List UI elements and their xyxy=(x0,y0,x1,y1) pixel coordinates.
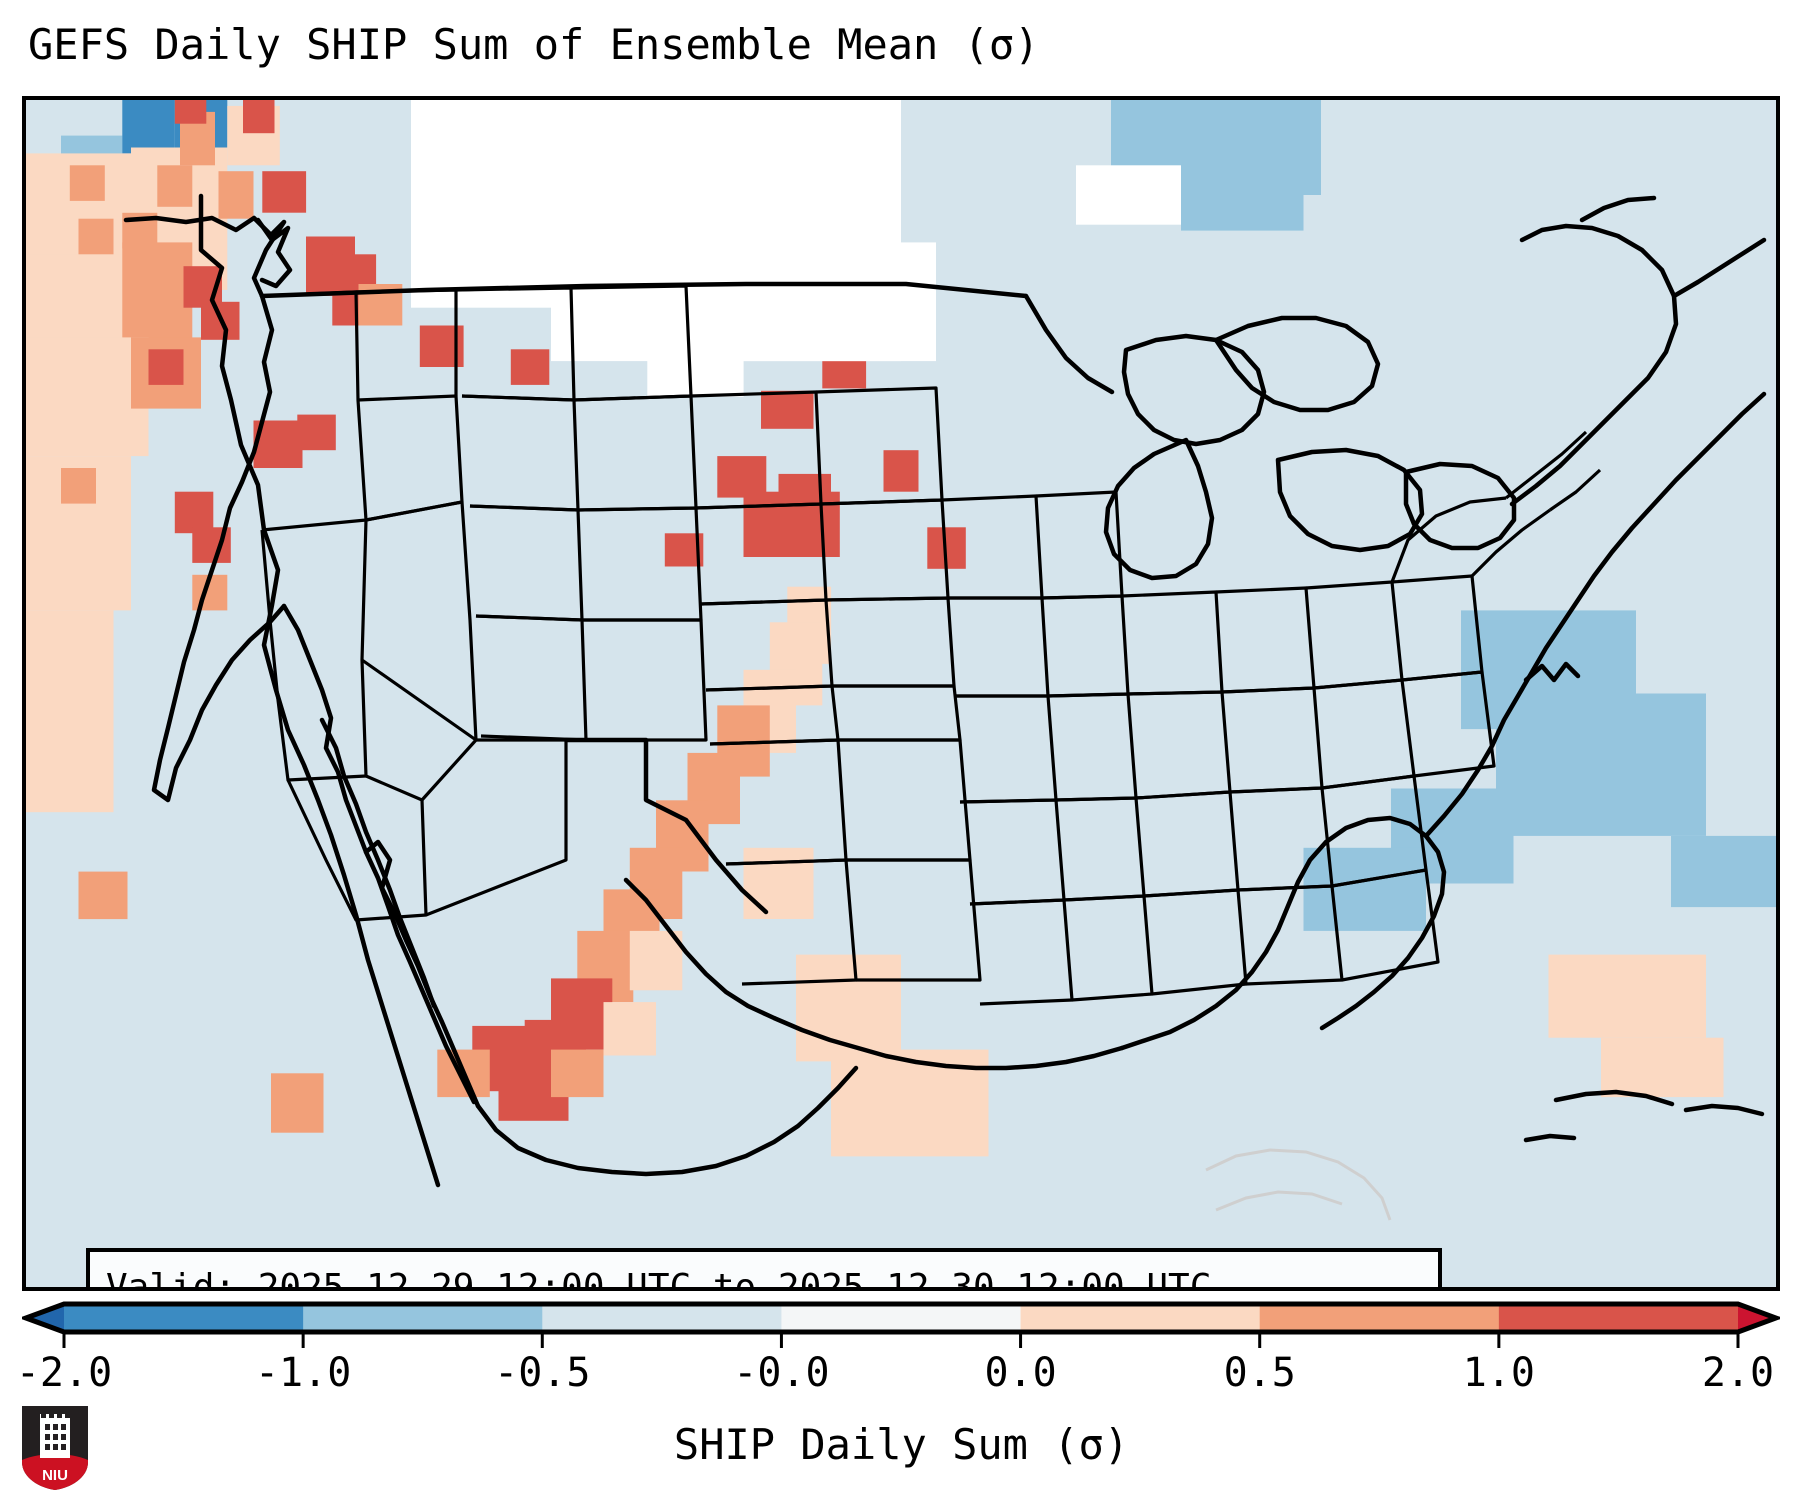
colorbar-over-arrow xyxy=(1738,1304,1776,1332)
colorbar-tick-label: -0.5 xyxy=(494,1350,591,1396)
colorbar-axis-label: SHIP Daily Sum (σ) xyxy=(673,1420,1130,1469)
masked-region xyxy=(726,242,936,362)
data-cell xyxy=(61,468,96,504)
colorbar-segment xyxy=(1259,1304,1500,1332)
logo-battlements xyxy=(41,1409,70,1418)
choropleth-map xyxy=(26,100,1776,1287)
data-cell xyxy=(243,100,275,134)
colorbar-segment xyxy=(64,1304,304,1332)
colorbar-tick-label: -0.0 xyxy=(733,1350,830,1396)
data-cell xyxy=(157,165,193,207)
colorbar-segment xyxy=(1498,1304,1739,1332)
data-cell xyxy=(1671,835,1776,908)
masked-region xyxy=(647,337,744,397)
state-boundary-layer xyxy=(260,284,1602,1006)
data-cell xyxy=(26,337,149,457)
data-cell-layer xyxy=(26,100,1776,1157)
logo-banner-text: NIU xyxy=(42,1467,68,1484)
data-cell xyxy=(1548,954,1706,1038)
data-cell xyxy=(1601,1037,1724,1098)
data-cell xyxy=(218,171,254,219)
data-cell xyxy=(271,1073,324,1133)
data-cell xyxy=(78,218,114,255)
page-title: GEFS Daily SHIP Sum of Ensemble Mean (σ) xyxy=(28,20,1040,69)
data-cell xyxy=(174,100,207,124)
colorbar-tick-label: 1.0 xyxy=(1462,1350,1535,1396)
colorbar-svg xyxy=(22,1301,1780,1348)
colorbar-segment xyxy=(1020,1304,1261,1332)
colorbar-tick-label: -2.0 xyxy=(15,1350,113,1396)
data-cell xyxy=(761,390,814,429)
niu-logo: NIU xyxy=(22,1406,88,1490)
data-cell xyxy=(262,171,307,213)
valid-run-infobox: Valid: 2025-12-29 12:00 UTC to 2025-12-3… xyxy=(86,1248,1442,1291)
data-cell xyxy=(69,165,105,201)
logo-banner xyxy=(22,1454,88,1490)
data-cell xyxy=(510,349,550,385)
lowlight-coastline xyxy=(1205,1148,1392,1221)
data-cell xyxy=(717,456,767,498)
valid-time-text: Valid: 2025-12-29 12:00 UTC to 2025-12-3… xyxy=(106,1267,1212,1291)
data-cell xyxy=(78,871,128,920)
masked-region xyxy=(1076,165,1181,225)
colorbar-tickmarks xyxy=(62,1332,1740,1348)
colorbar-tick-label: 0.0 xyxy=(984,1350,1057,1396)
data-cell xyxy=(26,610,114,813)
data-cell xyxy=(1181,171,1304,231)
data-cell xyxy=(148,349,184,385)
data-cell xyxy=(743,847,814,919)
colorbar-segment xyxy=(542,1304,783,1332)
colorbar-tick-label: -1.0 xyxy=(254,1350,352,1396)
colorbar-tick-label: 0.5 xyxy=(1223,1350,1296,1396)
masked-region-layer xyxy=(411,100,1181,397)
colorbar-tick-label: 2.0 xyxy=(1701,1350,1775,1396)
colorbar-segment xyxy=(781,1304,1022,1332)
colorbar-segments xyxy=(26,1304,1776,1332)
data-cell xyxy=(603,1002,656,1056)
data-cell xyxy=(174,491,214,534)
data-cell xyxy=(1303,847,1426,931)
map-panel: Valid: 2025-12-29 12:00 UTC to 2025-12-3… xyxy=(22,96,1780,1291)
colorbar-tick-labels: -2.0 -1.0 -0.5 -0.0 0.0 0.5 1.0 2.0 xyxy=(0,1340,1803,1400)
colorbar-under-arrow xyxy=(26,1304,64,1332)
colorbar-segment xyxy=(303,1304,543,1332)
data-cell xyxy=(1496,693,1706,836)
data-cell xyxy=(297,414,336,451)
data-cell xyxy=(883,450,919,492)
logo-windows xyxy=(45,1424,66,1450)
data-cell xyxy=(122,100,175,154)
data-cell xyxy=(629,930,683,991)
data-cell xyxy=(551,1049,604,1098)
colorbar xyxy=(22,1300,1780,1360)
